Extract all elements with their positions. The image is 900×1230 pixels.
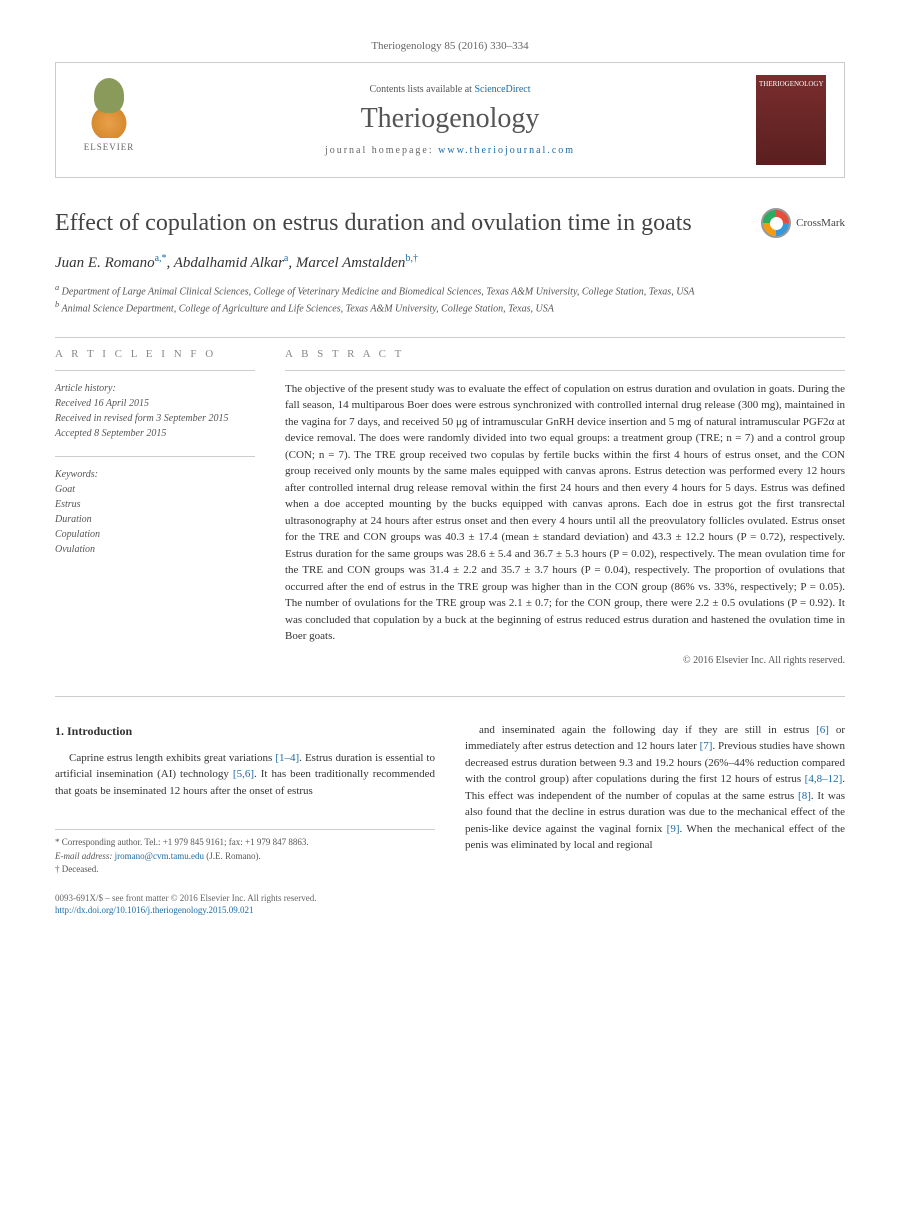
article-title: Effect of copulation on estrus duration … [55, 208, 761, 238]
body-col-right: and inseminated again the following day … [465, 722, 845, 917]
elsevier-tree-icon [84, 88, 134, 138]
author-1-corr[interactable]: * [162, 253, 167, 264]
divider [55, 337, 845, 338]
affiliations: a Department of Large Animal Clinical Sc… [55, 282, 845, 317]
keywords-block: Keywords: Goat Estrus Duration Copulatio… [55, 467, 255, 557]
footer-line1: 0093-691X/$ – see front matter © 2016 El… [55, 892, 435, 905]
history-revised: Received in revised form 3 September 201… [55, 411, 255, 426]
contents-line: Contents lists available at ScienceDirec… [144, 84, 756, 95]
homepage-prefix: journal homepage: [325, 145, 438, 156]
footer-copyright: 0093-691X/$ – see front matter © 2016 El… [55, 892, 435, 917]
article-info-column: A R T I C L E I N F O Article history: R… [55, 348, 255, 666]
divider [285, 370, 845, 371]
section-heading: 1. Introduction [55, 722, 435, 740]
ref-link[interactable]: [4,8–12] [805, 773, 843, 785]
keyword-1: Estrus [55, 497, 255, 512]
email-label: E-mail address: [55, 851, 112, 861]
ref-link[interactable]: [6] [816, 724, 829, 736]
sciencedirect-link[interactable]: ScienceDirect [474, 84, 530, 95]
author-2: Abdalhamid Alkar [174, 255, 284, 271]
keyword-2: Duration [55, 512, 255, 527]
history-label: Article history: [55, 381, 255, 396]
divider [55, 456, 255, 457]
article-info-heading: A R T I C L E I N F O [55, 348, 255, 360]
footnotes: * Corresponding author. Tel.: +1 979 845… [55, 829, 435, 877]
ref-link[interactable]: [7] [700, 740, 713, 752]
keyword-4: Ovulation [55, 542, 255, 557]
divider [55, 696, 845, 697]
contents-prefix: Contents lists available at [369, 84, 474, 95]
header-citation: Theriogenology 85 (2016) 330–334 [55, 40, 845, 52]
homepage-line: journal homepage: www.theriojournal.com [144, 145, 756, 156]
journal-name: Theriogenology [144, 103, 756, 135]
author-3-affil[interactable]: b, [405, 253, 413, 264]
affiliation-b: b Animal Science Department, College of … [55, 299, 845, 316]
crossmark-badge[interactable]: CrossMark [761, 208, 845, 238]
body-columns: 1. Introduction Caprine estrus length ex… [55, 722, 845, 917]
elsevier-label: ELSEVIER [84, 142, 135, 152]
affiliation-a: a Department of Large Animal Clinical Sc… [55, 282, 845, 299]
ref-link[interactable]: [5,6] [233, 768, 254, 780]
author-3-dec[interactable]: † [413, 253, 418, 264]
journal-cover-thumbnail: THERIOGENOLOGY [756, 75, 826, 165]
author-1-affil[interactable]: a, [155, 253, 162, 264]
email-link[interactable]: jromano@cvm.tamu.edu [115, 851, 204, 861]
crossmark-icon [761, 208, 791, 238]
corresponding-author: * Corresponding author. Tel.: +1 979 845… [55, 836, 435, 850]
body-col-left: 1. Introduction Caprine estrus length ex… [55, 722, 435, 917]
doi-link[interactable]: http://dx.doi.org/10.1016/j.theriogenolo… [55, 905, 254, 915]
ref-link[interactable]: [8] [798, 790, 811, 802]
keyword-0: Goat [55, 482, 255, 497]
cover-title: THERIOGENOLOGY [759, 80, 823, 88]
email-line: E-mail address: jromano@cvm.tamu.edu (J.… [55, 850, 435, 864]
divider [55, 370, 255, 371]
authors-line: Juan E. Romanoa,*, Abdalhamid Alkara, Ma… [55, 253, 845, 272]
journal-header-box: ELSEVIER Contents lists available at Sci… [55, 62, 845, 178]
history-accepted: Accepted 8 September 2015 [55, 426, 255, 441]
abstract-column: A B S T R A C T The objective of the pre… [285, 348, 845, 666]
abstract-heading: A B S T R A C T [285, 348, 845, 360]
ref-link[interactable]: [1–4] [275, 752, 299, 764]
elsevier-logo: ELSEVIER [74, 80, 144, 160]
email-suffix: (J.E. Romano). [206, 851, 261, 861]
section-number: 1. [55, 724, 64, 738]
history-received: Received 16 April 2015 [55, 396, 255, 411]
author-2-affil[interactable]: a [284, 253, 288, 264]
author-3: Marcel Amstalden [296, 255, 406, 271]
section-title: Introduction [67, 724, 132, 738]
deceased-note: † Deceased. [55, 863, 435, 877]
keyword-3: Copulation [55, 527, 255, 542]
body-para-1: Caprine estrus length exhibits great var… [55, 750, 435, 800]
ref-link[interactable]: [9] [667, 823, 680, 835]
article-history: Article history: Received 16 April 2015 … [55, 381, 255, 441]
homepage-link[interactable]: www.theriojournal.com [438, 145, 575, 156]
crossmark-label: CrossMark [796, 217, 845, 229]
body-para-2: and inseminated again the following day … [465, 722, 845, 854]
author-1: Juan E. Romano [55, 255, 155, 271]
abstract-text: The objective of the present study was t… [285, 381, 845, 645]
abstract-copyright: © 2016 Elsevier Inc. All rights reserved… [285, 655, 845, 666]
keywords-label: Keywords: [55, 467, 255, 482]
